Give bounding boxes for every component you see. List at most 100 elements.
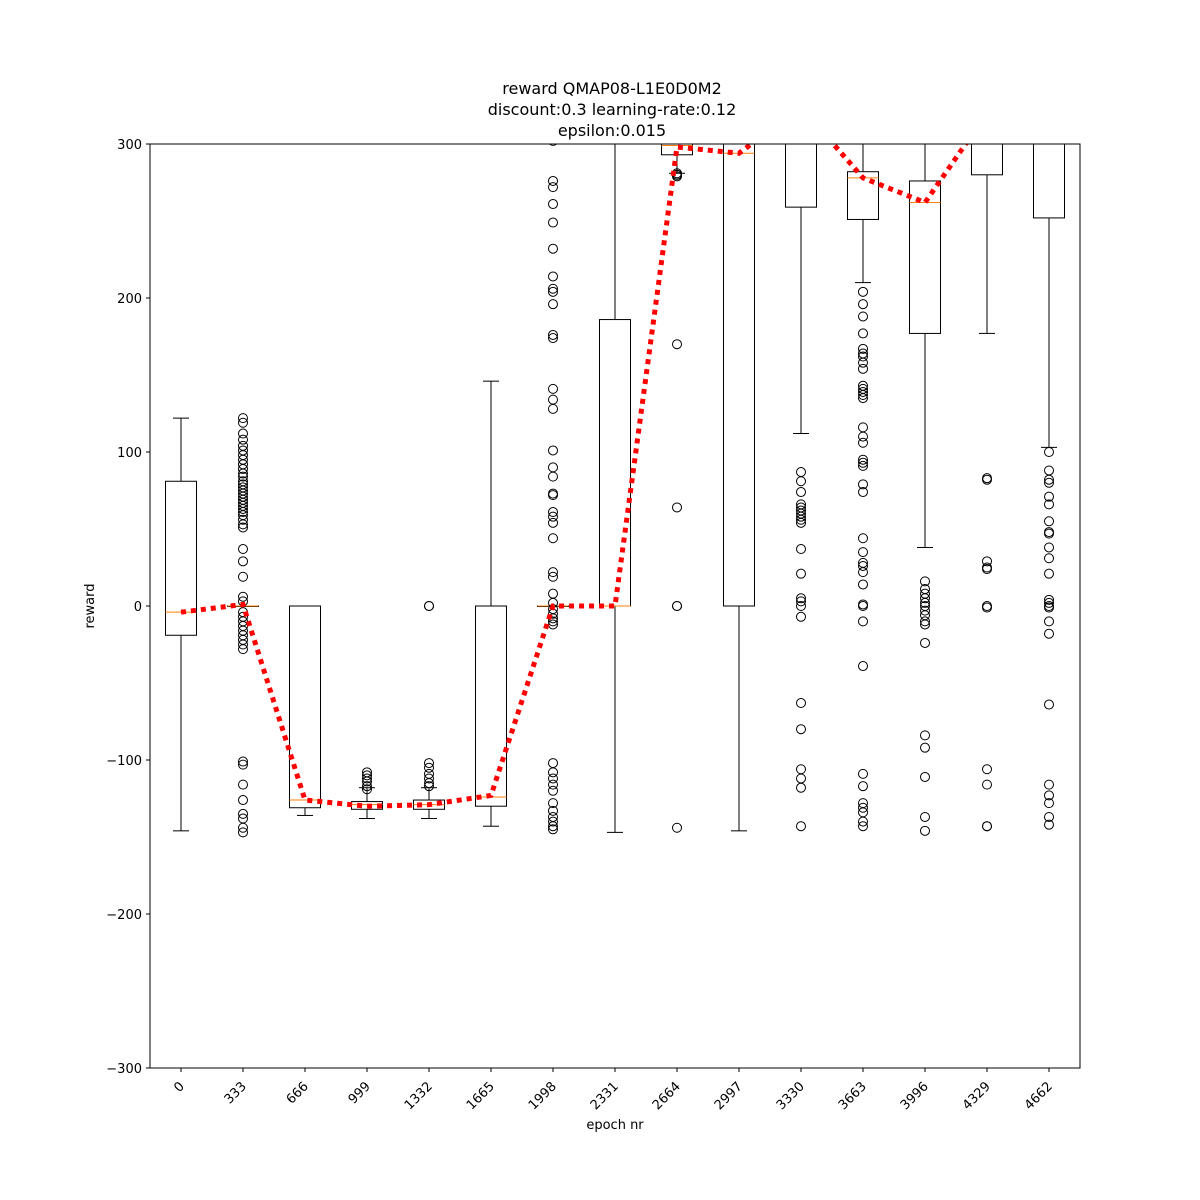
flier-point	[548, 243, 558, 254]
flier-point	[548, 824, 558, 835]
flier-point	[982, 474, 992, 485]
x-tick-label: 4662	[1022, 1079, 1056, 1113]
flier-point	[796, 764, 806, 775]
flier-point	[858, 601, 868, 611]
flier-point	[238, 591, 248, 602]
flier-point	[238, 556, 248, 567]
flier-point	[796, 601, 806, 611]
flier-point	[548, 619, 558, 630]
x-tick-label: 1998	[526, 1079, 560, 1113]
flier-point	[548, 779, 558, 790]
x-tick-label: 2664	[650, 1079, 684, 1113]
flier-point	[548, 511, 558, 522]
flier-point	[548, 333, 558, 344]
flier-point	[796, 821, 806, 832]
flier-point	[920, 825, 930, 836]
flier-point	[238, 639, 248, 650]
flier-point	[920, 605, 930, 616]
flier-point	[548, 299, 558, 310]
x-tick-label: 0	[171, 1079, 187, 1095]
flier-point	[858, 781, 868, 792]
flier-point	[858, 460, 868, 471]
flier-point	[920, 597, 930, 608]
flier-point	[362, 781, 372, 792]
flier-point	[796, 517, 806, 528]
flier-point	[548, 217, 558, 228]
box-iqr	[1033, 144, 1065, 219]
flier-point	[796, 782, 806, 793]
box-iqr	[289, 605, 321, 809]
box-0	[165, 417, 197, 832]
flier-point	[1044, 819, 1054, 830]
x-tick-label: 333	[222, 1079, 250, 1107]
x-axis: 0 333 666 999 1332 1665 1998 2331 2664 2997 3330 36…	[171, 1068, 1056, 1113]
y-tick-label: 300	[117, 138, 142, 153]
flier-point	[1044, 616, 1054, 627]
flier-point	[238, 571, 248, 582]
flier-point	[548, 175, 558, 186]
flier-point	[858, 616, 868, 627]
flier-point	[238, 522, 248, 533]
flier-point	[858, 579, 868, 590]
y-tick-label: 200	[117, 292, 142, 307]
flier-point	[238, 514, 248, 525]
flier-point	[672, 339, 682, 350]
flier-point	[1044, 594, 1054, 605]
flier-point	[858, 393, 868, 404]
flier-point	[548, 588, 558, 599]
flier-point	[1044, 699, 1054, 710]
flier-point	[1044, 499, 1054, 510]
flier-point	[920, 730, 930, 741]
flier-point	[796, 568, 806, 579]
y-tick-label: 0	[134, 600, 142, 615]
box-1332	[413, 601, 445, 820]
flier-point	[238, 463, 248, 474]
box-3330	[785, 144, 817, 832]
flier-point	[238, 756, 248, 767]
x-tick-label: 666	[284, 1079, 312, 1107]
flier-point	[238, 468, 248, 479]
box-1665	[475, 380, 507, 827]
flier-point	[238, 759, 248, 770]
flier-point	[424, 762, 434, 773]
box-1998	[537, 144, 569, 835]
flier-point	[982, 564, 992, 575]
title-line-3: epsilon:0.015	[558, 121, 666, 140]
flier-point	[920, 771, 930, 782]
x-tick-label: 4329	[960, 1079, 994, 1113]
flier-point	[238, 471, 248, 482]
x-tick-label: 2331	[588, 1079, 622, 1113]
box-iqr	[475, 605, 507, 807]
flier-point	[1044, 779, 1054, 790]
flier-point	[858, 386, 868, 397]
flier-point	[796, 544, 806, 555]
flier-point	[982, 779, 992, 790]
flier-point	[858, 437, 868, 448]
x-tick-label: 3663	[836, 1079, 870, 1113]
flier-point	[858, 560, 868, 571]
flier-point	[1044, 516, 1054, 527]
flier-point	[548, 471, 558, 482]
box-2664	[661, 144, 693, 833]
y-tick-label: 100	[117, 446, 142, 461]
flier-point	[796, 511, 806, 522]
flier-point	[548, 283, 558, 294]
y-axis: −300 −200 −100 0 100 200 300	[106, 138, 150, 1077]
flier-point	[548, 805, 558, 816]
flier-point	[548, 821, 558, 832]
title-line-1: reward QMAP08-L1E0D0M2	[502, 79, 722, 98]
box-iqr	[909, 180, 941, 334]
flier-point	[796, 476, 806, 487]
box-999	[351, 767, 383, 820]
flier-point	[1044, 542, 1054, 553]
flier-point	[1044, 628, 1054, 639]
flier-point	[858, 533, 868, 544]
box-iqr	[847, 171, 879, 220]
x-tick-label: 999	[346, 1079, 374, 1107]
flier-point	[238, 795, 248, 806]
flier-point	[548, 767, 558, 778]
flier-point	[548, 567, 558, 578]
box-4329	[971, 144, 1003, 832]
flier-point	[858, 351, 868, 362]
flier-point	[1044, 465, 1054, 476]
